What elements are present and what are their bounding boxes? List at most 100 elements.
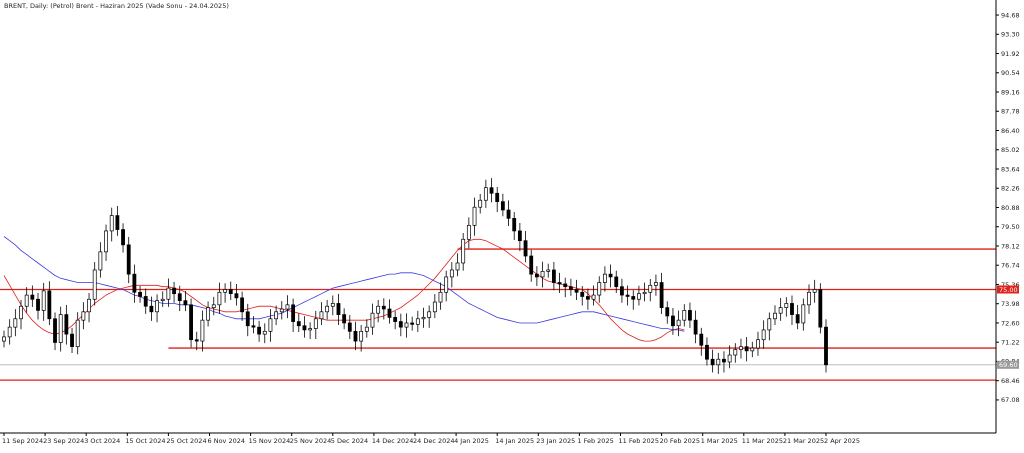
- candle-body: [166, 287, 171, 300]
- candle: [563, 277, 568, 298]
- candle: [359, 325, 364, 352]
- candle: [47, 281, 52, 326]
- candle-body: [330, 303, 335, 307]
- x-tick-label: 1 Feb 2025: [577, 437, 613, 445]
- candle: [540, 261, 545, 288]
- x-tick-label: 11 Mar 2025: [742, 437, 783, 445]
- candle-body: [761, 329, 766, 341]
- candle: [500, 193, 505, 217]
- x-tick-label: 1 Mar 2025: [701, 437, 738, 445]
- candle-body: [716, 358, 721, 366]
- candle-body: [824, 326, 828, 366]
- candle: [767, 312, 772, 341]
- candle: [53, 312, 57, 351]
- candle-body: [172, 287, 176, 295]
- candle: [24, 287, 29, 313]
- candle: [177, 285, 182, 312]
- candle: [223, 283, 227, 303]
- candle: [659, 272, 664, 314]
- candle: [551, 262, 556, 291]
- candle: [398, 313, 403, 337]
- candle: [438, 282, 443, 310]
- candle: [211, 296, 216, 316]
- candle: [138, 286, 142, 303]
- x-tick-label: 15 Oct 2024: [125, 437, 165, 445]
- candle-body: [523, 240, 528, 257]
- candle: [756, 331, 760, 356]
- x-tick-label: 14 Dec 2024: [372, 437, 414, 445]
- candle: [699, 327, 704, 356]
- candle-body: [223, 289, 227, 293]
- candle-body: [699, 333, 704, 346]
- candle-body: [376, 305, 381, 314]
- x-tick-label: 25 Oct 2024: [166, 437, 206, 445]
- candle: [41, 282, 46, 321]
- candle-body: [688, 310, 692, 321]
- candle-body: [109, 215, 114, 232]
- candle: [631, 290, 636, 310]
- candle: [546, 263, 551, 278]
- candle: [444, 270, 449, 302]
- candle: [478, 193, 483, 214]
- candle: [347, 315, 352, 339]
- candle-body: [149, 305, 154, 313]
- candle: [466, 217, 471, 249]
- candle: [274, 305, 279, 326]
- candle: [81, 302, 86, 330]
- candle-body: [2, 336, 6, 342]
- candle-body: [597, 282, 602, 296]
- candle: [7, 319, 12, 345]
- x-tick-label: 23 Jan 2025: [536, 437, 575, 445]
- candle: [376, 299, 381, 323]
- candle-body: [648, 284, 653, 293]
- price-tag-label: 75.00: [999, 286, 1018, 294]
- candle: [744, 337, 749, 362]
- candle-body: [410, 322, 415, 325]
- x-tick-label: 6 Nov 2024: [208, 437, 246, 445]
- candle-body: [64, 314, 69, 335]
- y-tick-label: 83.64: [1001, 165, 1020, 173]
- candle-body: [398, 321, 403, 328]
- candle-body: [705, 344, 709, 360]
- candle-body: [744, 346, 749, 352]
- candle: [591, 285, 596, 306]
- candle: [665, 301, 670, 324]
- candle-body: [353, 330, 358, 342]
- candle-body: [245, 311, 250, 327]
- candle-body: [98, 251, 103, 271]
- candle-body: [257, 326, 262, 335]
- candle-body: [654, 282, 658, 286]
- candle-body: [534, 273, 539, 278]
- candle: [319, 302, 324, 326]
- candle-body: [478, 199, 483, 208]
- candle-body: [262, 330, 267, 335]
- candle-body: [483, 187, 488, 201]
- candle-body: [19, 305, 23, 320]
- candle-body: [30, 294, 35, 300]
- candle-body: [614, 276, 619, 288]
- candle: [143, 288, 148, 314]
- candle-body: [177, 293, 182, 301]
- price-tag-label: 69.60: [999, 361, 1018, 369]
- candle-body: [750, 347, 755, 352]
- candle: [705, 337, 709, 366]
- candle-body: [625, 294, 630, 297]
- candle: [614, 270, 619, 293]
- candle: [126, 236, 131, 284]
- candle-body: [529, 255, 534, 275]
- candle-body: [568, 286, 573, 290]
- candle-body: [795, 314, 800, 324]
- candle: [336, 293, 341, 326]
- candle-body: [733, 349, 738, 356]
- candle: [98, 242, 103, 278]
- candle-body: [183, 300, 188, 306]
- candle: [733, 343, 738, 363]
- candle: [818, 283, 823, 334]
- candle: [183, 291, 188, 312]
- candle-body: [512, 218, 517, 232]
- candle: [824, 319, 828, 373]
- candle-body: [818, 289, 823, 328]
- candle: [70, 327, 74, 353]
- candle-body: [722, 358, 726, 363]
